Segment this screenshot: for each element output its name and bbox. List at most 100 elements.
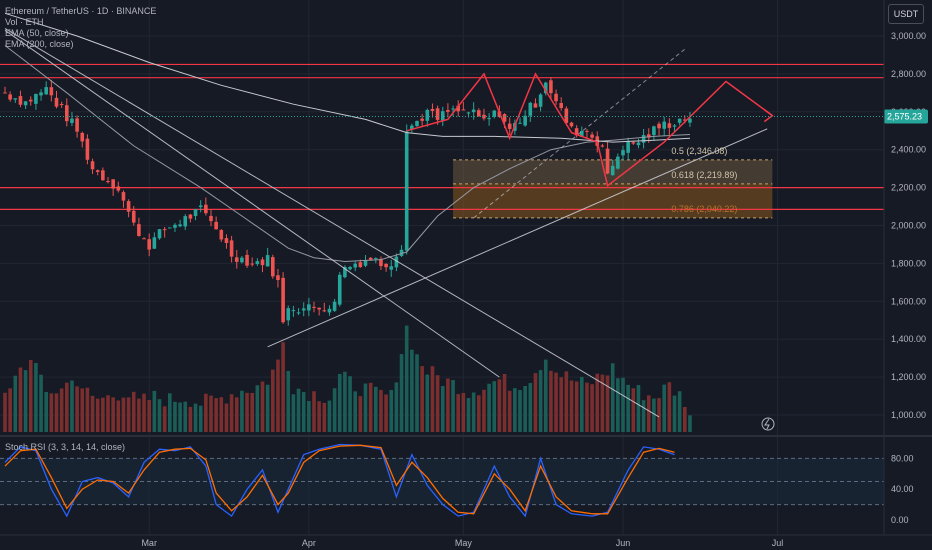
candle-body (39, 92, 43, 96)
candle-body (106, 181, 110, 183)
candle-body (621, 150, 625, 156)
volume-bar (461, 392, 466, 432)
candle-body (353, 263, 357, 268)
stoch-tick-label: 80.00 (891, 453, 914, 463)
volume-bar (646, 395, 651, 432)
volume-bar (456, 394, 460, 432)
volume-bar (183, 401, 188, 432)
volume-bar (291, 394, 296, 432)
volume-bar (564, 371, 569, 432)
candle-body (590, 134, 594, 138)
candle-body (487, 118, 491, 120)
volume-bar (204, 393, 208, 432)
volume-bar (446, 378, 450, 432)
candle-body (631, 142, 636, 144)
volume-bar (147, 400, 151, 432)
last-price-badge (884, 109, 928, 124)
currency-badge[interactable]: USDT (888, 4, 924, 24)
volume-bar (492, 381, 497, 432)
candle-body (569, 122, 574, 127)
volume-bar (528, 383, 533, 432)
candle-body (451, 108, 455, 110)
ema50-legend[interactable]: EMA (50, close) (5, 28, 69, 38)
candle-body (240, 257, 244, 263)
candle-body (121, 192, 126, 201)
volume-bars (3, 325, 692, 432)
volume-bar (95, 398, 100, 432)
candle-body (636, 142, 641, 146)
candle-body (271, 257, 275, 277)
symbol-title[interactable]: Ethereum / TetherUS · 1D · BINANCE (5, 6, 157, 16)
candle-body (667, 123, 672, 128)
volume-bar (662, 384, 666, 432)
stoch-d-line (4, 444, 675, 515)
trendline (473, 48, 686, 219)
volume-bar (80, 388, 85, 432)
candle-body (291, 310, 296, 312)
volume-bar (543, 359, 548, 432)
volume-bar (75, 386, 79, 432)
volume-bar (451, 380, 455, 432)
candle-body (162, 229, 167, 231)
candle-body (265, 255, 270, 267)
candle-body (652, 126, 656, 136)
volume-bar (538, 370, 543, 432)
candle-body (415, 120, 419, 127)
candle-body (3, 92, 7, 94)
fib-zone-lower (453, 183, 773, 218)
volume-bar (276, 359, 280, 432)
volume-bar (677, 391, 682, 432)
candle-body (44, 87, 48, 95)
volume-bar (240, 390, 244, 432)
candle-body (543, 82, 548, 94)
volume-bar (18, 367, 23, 432)
ema-lines (4, 12, 691, 263)
price-axis[interactable]: 3,000.002,800.002,600.002,400.002,200.00… (0, 31, 928, 420)
price-tick-label: 2,400.00 (891, 145, 926, 155)
volume-bar (513, 388, 517, 432)
candle-body (296, 312, 301, 314)
volume-bar (358, 396, 363, 432)
candle-body (394, 256, 399, 268)
volume-bar (523, 385, 527, 432)
candle-body (538, 94, 543, 107)
volume-bar (131, 391, 136, 432)
candle-body (214, 221, 218, 230)
volume-bar (188, 406, 193, 432)
volume-bar (384, 394, 388, 432)
ema50-line (4, 45, 691, 263)
volume-bar (569, 380, 574, 432)
volume-bar (585, 382, 589, 432)
candle-body (389, 266, 394, 270)
candle-body (456, 105, 460, 112)
volume-bar (229, 394, 234, 432)
volume-bar (502, 374, 507, 432)
stoch-k-line (4, 443, 675, 518)
candle-body (435, 108, 440, 120)
volume-bar (337, 373, 342, 432)
candle-body (65, 105, 69, 122)
candle-body (327, 308, 332, 313)
volume-bar (471, 392, 476, 432)
volume-legend[interactable]: Vol · ETH (5, 17, 44, 27)
volume-bar (574, 381, 579, 432)
price-tick-label: 2,200.00 (891, 183, 926, 193)
price-pattern-drawing (406, 72, 774, 188)
volume-bar (374, 386, 378, 432)
candle-body (126, 201, 131, 212)
ema200-legend[interactable]: EMA (200, close) (5, 39, 74, 49)
volume-bar (600, 374, 605, 432)
volume-bar (610, 363, 615, 432)
volume-bar (590, 384, 594, 432)
candle-body (363, 260, 368, 266)
volume-bar (672, 395, 677, 432)
volume-bar (34, 363, 38, 432)
volume-bar (466, 397, 471, 432)
stoch-rsi-label[interactable]: Stoch RSI (3, 3, 14, 14, close) (5, 442, 126, 452)
candle-body (410, 125, 414, 130)
trendline (267, 128, 768, 348)
volume-bar (482, 389, 486, 432)
candle-body (348, 267, 352, 270)
